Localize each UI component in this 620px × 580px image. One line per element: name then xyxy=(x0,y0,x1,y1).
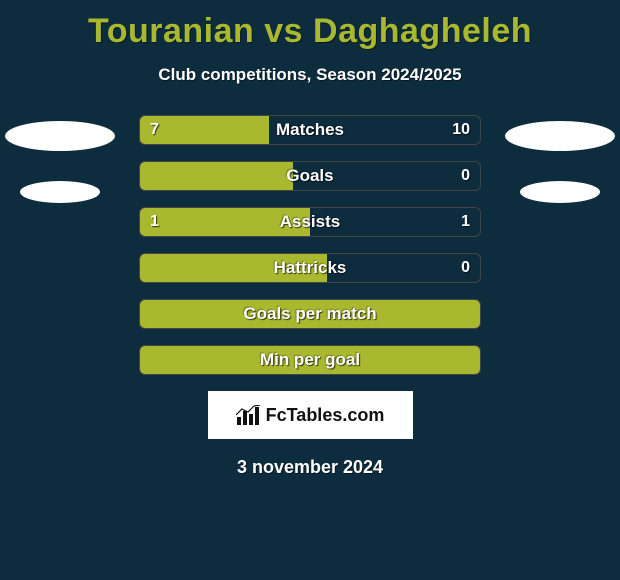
stat-label: Goals xyxy=(140,162,480,190)
stat-label: Assists xyxy=(140,208,480,236)
source-logo-text: FcTables.com xyxy=(266,405,385,426)
stat-label: Goals per match xyxy=(140,300,480,328)
stat-label: Min per goal xyxy=(140,346,480,374)
stat-value-left: 7 xyxy=(140,116,169,144)
comparison-chart: Matches710Goals0Assists11Hattricks0Goals… xyxy=(0,115,620,375)
stat-row: Goals0 xyxy=(139,161,481,191)
page-title: Touranian vs Daghagheleh xyxy=(0,0,620,51)
right-player-avatars xyxy=(500,115,620,203)
stat-value-right: 0 xyxy=(451,254,480,282)
avatar-placeholder xyxy=(20,181,100,203)
page-subtitle: Club competitions, Season 2024/2025 xyxy=(0,65,620,85)
avatar-placeholder xyxy=(520,181,600,203)
avatar-placeholder xyxy=(5,121,115,151)
stat-value-right: 1 xyxy=(451,208,480,236)
stat-value-left: 1 xyxy=(140,208,169,236)
stat-row: Hattricks0 xyxy=(139,253,481,283)
avatar-placeholder xyxy=(505,121,615,151)
left-player-avatars xyxy=(0,115,120,203)
stat-row: Assists1 1 xyxy=(139,207,481,237)
stat-row: Goals per match xyxy=(139,299,481,329)
source-logo: FcTables.com xyxy=(208,391,413,439)
stat-row: Min per goal xyxy=(139,345,481,375)
stat-label: Hattricks xyxy=(140,254,480,282)
stat-value-right: 10 xyxy=(442,116,480,144)
bar-chart-icon xyxy=(236,405,260,425)
stat-row: Matches7 10 xyxy=(139,115,481,145)
stat-bars: Matches710Goals0Assists11Hattricks0Goals… xyxy=(139,115,481,375)
stat-value-right: 0 xyxy=(451,162,480,190)
stat-label: Matches xyxy=(140,116,480,144)
date-label: 3 november 2024 xyxy=(0,457,620,478)
